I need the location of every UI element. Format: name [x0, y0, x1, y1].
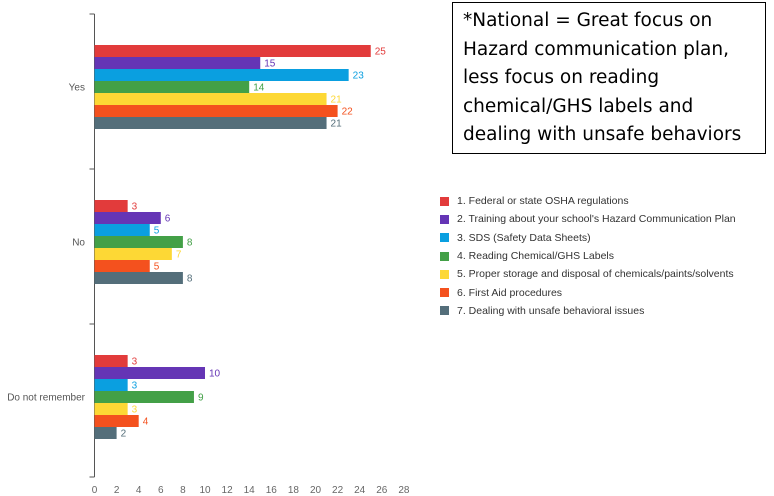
annotation-line-3: less focus on reading — [463, 67, 660, 88]
x-tick-label: 16 — [266, 485, 278, 496]
legend-item: 7. Dealing with unsafe behavioral issues — [440, 302, 736, 320]
x-tick-label: 2 — [114, 485, 120, 496]
bar — [94, 224, 150, 236]
annotation-line-1: *National = Great focus on — [463, 10, 713, 31]
legend-label: 7. Dealing with unsafe behavioral issues — [457, 304, 645, 317]
bar — [94, 391, 194, 403]
legend-label: 4. Reading Chemical/GHS Labels — [457, 250, 614, 263]
bar-value-label: 25 — [375, 47, 387, 58]
legend-item: 5. Proper storage and disposal of chemic… — [440, 265, 736, 283]
bar — [94, 81, 250, 93]
bar-value-label: 8 — [187, 238, 193, 249]
bar-value-label: 3 — [132, 381, 138, 392]
legend-item: 6. First Aid procedures — [440, 283, 736, 301]
annotation-box: *National = Great focus on Hazard commun… — [452, 2, 766, 154]
bar-value-label: 21 — [331, 119, 343, 130]
bar — [94, 117, 327, 129]
bar — [94, 69, 349, 81]
bar-value-label: 9 — [198, 393, 204, 404]
x-tick-label: 26 — [376, 485, 388, 496]
legend-item: 2. Training about your school's Hazard C… — [440, 210, 736, 228]
legend-swatch — [440, 269, 449, 279]
legend-swatch — [440, 214, 449, 224]
x-tick-label: 22 — [332, 485, 344, 496]
category-label: No — [72, 238, 85, 249]
bar-value-label: 3 — [132, 357, 138, 368]
bar — [94, 212, 161, 224]
bar — [94, 355, 128, 367]
annotation-line-5: dealing with unsafe behaviors — [463, 124, 742, 145]
bar — [94, 105, 338, 117]
legend-swatch — [440, 288, 449, 298]
bar-value-label: 5 — [154, 226, 160, 237]
bar-value-label: 15 — [264, 59, 276, 70]
x-tick-label: 12 — [222, 485, 234, 496]
bar-value-label: 3 — [132, 202, 138, 213]
category-label: Do not remember — [7, 393, 85, 404]
legend-swatch — [440, 251, 449, 261]
bar — [94, 379, 128, 391]
x-tick-label: 10 — [199, 485, 211, 496]
bar — [94, 57, 261, 69]
x-tick-label: 8 — [180, 485, 186, 496]
bar — [94, 415, 139, 427]
x-tick-label: 6 — [158, 485, 164, 496]
legend-swatch — [440, 306, 449, 316]
bar-value-label: 14 — [253, 83, 265, 94]
x-tick-label: 4 — [136, 485, 142, 496]
bar-value-label: 5 — [154, 262, 160, 273]
x-tick-label: 0 — [92, 485, 98, 496]
x-tick-label: 14 — [244, 485, 256, 496]
bar-value-label: 6 — [165, 214, 171, 225]
bar-value-label: 4 — [143, 417, 149, 428]
bar-value-label: 22 — [342, 107, 354, 118]
annotation-line-4: chemical/GHS labels and — [463, 95, 694, 117]
x-tick-label: 18 — [288, 485, 300, 496]
bar — [94, 403, 128, 415]
bar-value-label: 7 — [176, 250, 182, 261]
legend-item: 3. SDS (Safety Data Sheets) — [440, 229, 736, 247]
legend-label: 1. Federal or state OSHA regulations — [457, 195, 629, 208]
legend-label: 3. SDS (Safety Data Sheets) — [457, 231, 591, 244]
bar-value-label: 21 — [331, 95, 343, 106]
x-tick-label: 24 — [354, 485, 366, 496]
chart-legend: 1. Federal or state OSHA regulations 2. T… — [440, 192, 736, 320]
bar-value-label: 2 — [121, 429, 127, 440]
bar-value-label: 3 — [132, 405, 138, 416]
legend-item: 1. Federal or state OSHA regulations — [440, 192, 736, 210]
bar — [94, 260, 150, 272]
legend-item: 4. Reading Chemical/GHS Labels — [440, 247, 736, 265]
bar — [94, 93, 327, 105]
bar — [94, 45, 371, 57]
legend-swatch — [440, 196, 449, 206]
bar-value-label: 8 — [187, 274, 193, 285]
bar — [94, 272, 183, 284]
category-label: Yes — [69, 83, 85, 94]
legend-label: 5. Proper storage and disposal of chemic… — [457, 268, 734, 281]
x-tick-label: 28 — [398, 485, 410, 496]
legend-label: 2. Training about your school's Hazard C… — [457, 213, 736, 226]
bar — [94, 200, 128, 212]
annotation-line-2: Hazard communication plan, — [463, 38, 729, 60]
bar — [94, 236, 183, 248]
bar-value-label: 23 — [353, 71, 365, 82]
bar — [94, 427, 117, 439]
bar — [94, 248, 172, 260]
x-tick-label: 20 — [310, 485, 322, 496]
bar-value-label: 10 — [209, 369, 221, 380]
bar — [94, 367, 205, 379]
legend-swatch — [440, 233, 449, 243]
legend-label: 6. First Aid procedures — [457, 286, 563, 299]
